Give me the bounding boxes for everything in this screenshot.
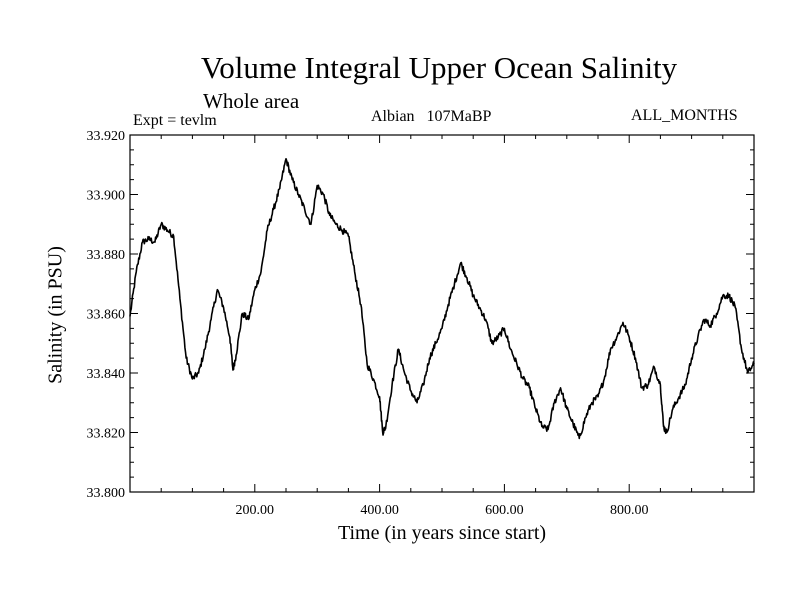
axis-ticks [129, 134, 755, 493]
salinity-series-line [129, 158, 755, 440]
y-tick-label: 33.800 [87, 486, 126, 501]
y-tick-label: 33.820 [87, 427, 126, 442]
y-tick-label: 33.880 [87, 248, 126, 263]
y-tick-label: 33.900 [87, 189, 126, 204]
y-tick-label: 33.920 [87, 129, 126, 144]
y-tick-label: 33.860 [87, 308, 126, 323]
chart-title: Volume Integral Upper Ocean Salinity [200, 50, 678, 85]
y-tick-label: 33.840 [87, 367, 126, 382]
plot-frame [129, 134, 755, 493]
months-label: ALL_MONTHS [631, 107, 738, 124]
x-tick-label: 200.00 [236, 503, 275, 518]
x-tick-label: 400.00 [360, 503, 399, 518]
period-label: Albian 107MaBP [371, 108, 492, 125]
chart-subtitle: Whole area [203, 89, 300, 113]
x-tick-label: 800.00 [610, 503, 649, 518]
experiment-label: Expt = tevlm [133, 112, 217, 129]
axis-tick-labels: 200.00 400.00 600.00 800.00 33.800 33.820 33.8… [87, 129, 649, 518]
x-tick-label: 600.00 [485, 503, 524, 518]
x-axis-label: Time (in years since start) [337, 522, 547, 544]
